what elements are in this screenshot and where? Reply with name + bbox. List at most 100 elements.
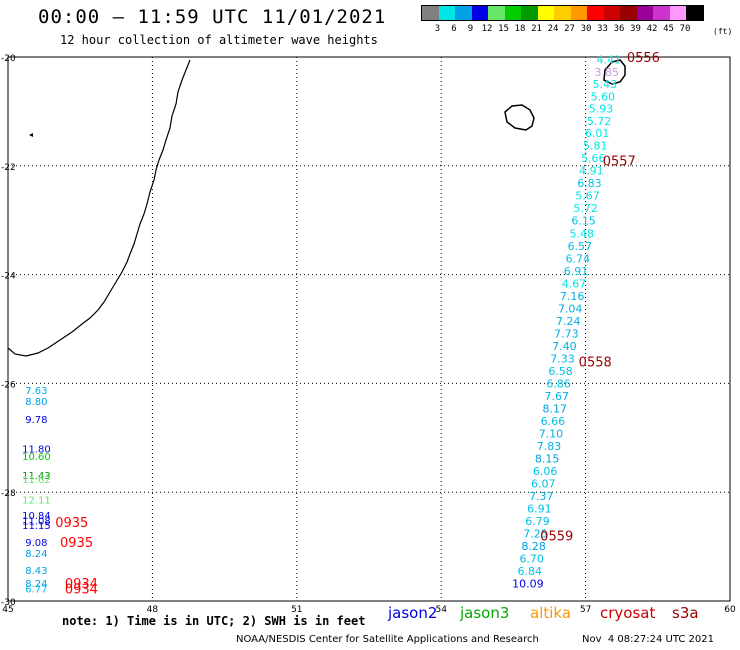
- wave-height-value: 8.24: [25, 549, 47, 560]
- wave-height-value: 6.70: [519, 553, 544, 566]
- wave-height-value: 5.60: [591, 91, 616, 104]
- wave-height-value: 11.80: [22, 445, 51, 456]
- pass-time-label: 0935: [55, 516, 88, 531]
- lat-tick-label: -24: [1, 272, 16, 282]
- wave-height-value: 10.84: [22, 511, 51, 522]
- legend-swatch: [669, 6, 686, 20]
- lon-tick-label: 45: [2, 605, 13, 615]
- legend-swatch: [603, 6, 620, 20]
- legend-label: 3: [434, 24, 441, 34]
- legend-label: 39: [630, 24, 641, 34]
- map-subtitle: 12 hour collection of altimeter wave hei…: [60, 33, 378, 47]
- legend-swatch: [455, 6, 472, 20]
- wave-height-value: 5.72: [587, 115, 612, 128]
- wave-height-value: 6.83: [577, 177, 602, 190]
- satellite-label-jason2: jason2: [388, 604, 438, 622]
- legend-label: 70: [679, 24, 691, 34]
- map-title: 00:00 – 11:59 UTC 11/01/2021: [38, 6, 387, 28]
- madagascar-coastline: [7, 59, 191, 357]
- legend-swatch: [570, 6, 587, 20]
- lon-tick-label: 48: [147, 605, 159, 615]
- legend-label: 24: [547, 24, 559, 34]
- legend-swatch: [438, 6, 455, 20]
- legend-label: 18: [514, 24, 526, 34]
- legend-label: 15: [498, 24, 509, 34]
- legend-swatch: [636, 6, 653, 20]
- east-track-times: 0556 0557 0558 0559: [540, 51, 660, 545]
- wave-height-value: 8.15: [535, 452, 560, 465]
- wave-height-value: 11.08: [22, 516, 51, 527]
- pass-time-label: 0558: [579, 356, 612, 371]
- legend-label: 30: [580, 24, 592, 34]
- legend-unit: (ft): [713, 27, 733, 36]
- wave-height-value: 7.25: [523, 528, 548, 541]
- wave-height-value: 7.10: [539, 427, 564, 440]
- color-legend: 3 6 9 12 15 18 21 24 27 30 33 36 39 42 45 70 (ft): [421, 5, 732, 36]
- legend-swatch: [521, 6, 538, 20]
- map-frame: [7, 56, 731, 602]
- lon-tick-label: 57: [580, 605, 591, 615]
- wave-height-value: 6.74: [566, 252, 591, 265]
- wave-height-value: 9.08: [25, 538, 47, 549]
- wave-height-value: 10.60: [22, 452, 51, 463]
- wave-height-value: 8.43: [25, 566, 47, 577]
- legend-swatch: [620, 6, 637, 20]
- wave-height-value: 6.58: [548, 365, 573, 378]
- wave-height-value: 5.66: [581, 152, 606, 165]
- wave-height-value: 6.91: [527, 503, 552, 516]
- islet: [29, 133, 33, 137]
- satellite-label-altika: altika: [530, 604, 572, 622]
- wave-height-value: 7.67: [544, 390, 569, 403]
- legend-label: 42: [646, 24, 658, 34]
- wave-height-value: 3.85: [595, 66, 620, 79]
- wave-height-value: 7.73: [554, 327, 579, 340]
- wave-height-value: 6.15: [571, 215, 596, 228]
- lat-tick-label: -26: [1, 380, 16, 390]
- wave-height-value: 5.81: [583, 140, 608, 153]
- wave-height-value: 6.07: [531, 477, 556, 490]
- legend-label: 33: [597, 24, 608, 34]
- pass-time-label: 0559: [540, 530, 573, 545]
- wave-height-value: 10.09: [512, 578, 544, 591]
- legend-label: 12: [481, 24, 493, 34]
- wave-height-value: 11.43: [22, 471, 51, 482]
- pass-time-label: 0557: [603, 154, 636, 169]
- legend-color-bar: [421, 5, 704, 21]
- wave-height-value: 6.84: [518, 565, 543, 578]
- map-grid: [8, 57, 730, 601]
- wave-height-value: 7.16: [560, 290, 585, 303]
- wave-height-value: 6.77: [25, 584, 47, 595]
- wave-height-value: 5.43: [593, 78, 618, 91]
- wave-height-value: 4.67: [562, 277, 587, 290]
- wave-height-value: 11.62: [22, 475, 51, 486]
- wave-height-value: 5.67: [575, 190, 600, 203]
- legend-swatch: [653, 6, 670, 20]
- east-track-values: 4.413.855.435.605.935.726.015.815.664.91…: [512, 54, 621, 591]
- wave-height-value: 9.78: [25, 415, 47, 426]
- wave-height-value: 6.01: [585, 127, 610, 140]
- legend-swatch: [686, 6, 703, 20]
- lon-tick-label: 51: [291, 605, 302, 615]
- wave-height-value: 8.28: [521, 540, 546, 553]
- mauritius-island: [603, 59, 626, 85]
- footer-note: note: 1) Time is in UTC; 2) SWH is in fe…: [62, 614, 366, 628]
- lat-tick-label: -28: [1, 489, 16, 499]
- legend-label: 21: [531, 24, 542, 34]
- wave-height-value: 6.66: [541, 415, 566, 428]
- pass-time-label: 0934: [65, 582, 98, 597]
- legend-swatch: [554, 6, 571, 20]
- pass-time-label: 0934: [65, 577, 98, 592]
- wave-height-value: 11.15: [22, 521, 51, 532]
- satellite-label-cryosat: cryosat: [600, 604, 656, 622]
- legend-swatch: [587, 6, 604, 20]
- legend-label: 27: [564, 24, 575, 34]
- legend-swatch: [504, 6, 521, 20]
- wave-height-value: 7.63: [25, 386, 47, 397]
- map-axes: 45 48 51 54 57 60 -20 -22 -24 -26 -28 -30: [1, 54, 736, 615]
- legend-swatch: [471, 6, 488, 20]
- reunion-island: [504, 104, 535, 131]
- lat-tick-label: -30: [1, 598, 16, 608]
- wave-height-value: 8.17: [543, 402, 568, 415]
